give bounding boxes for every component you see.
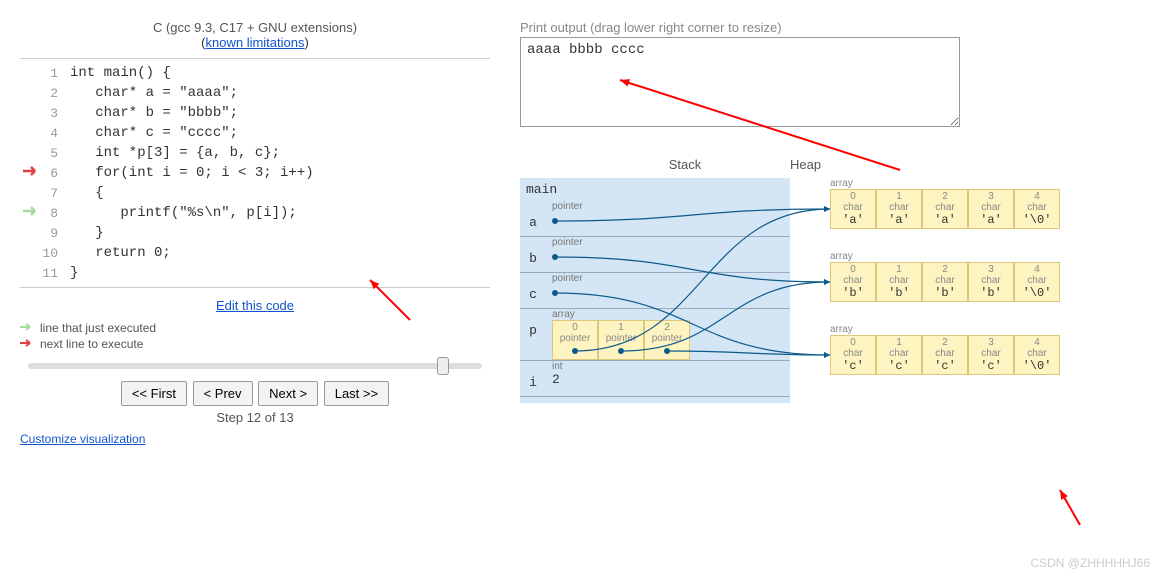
line-number: 4 bbox=[42, 126, 70, 141]
code-text: int main() { bbox=[70, 65, 171, 81]
slider-thumb[interactable] bbox=[437, 357, 449, 375]
code-line: 5 int *p[3] = {a, b, c}; bbox=[20, 143, 490, 163]
line-number: 10 bbox=[42, 246, 70, 261]
language-label: C (gcc 9.3, C17 + GNU extensions) bbox=[20, 20, 490, 35]
legend-next-line: next line to execute bbox=[40, 337, 143, 351]
legend: line that just executed next line to exe… bbox=[20, 321, 490, 351]
code-line: 7 { bbox=[20, 183, 490, 203]
code-line: 8 printf("%s\n", p[i]); bbox=[20, 203, 490, 223]
var-value-cell: pointer bbox=[546, 273, 790, 299]
code-listing: 1int main() {2 char* a = "aaaa";3 char* … bbox=[20, 58, 490, 288]
code-text: for(int i = 0; i < 3; i++) bbox=[70, 165, 314, 181]
code-line: 6 for(int i = 0; i < 3; i++) bbox=[20, 163, 490, 183]
code-text: char* c = "cccc"; bbox=[70, 125, 238, 141]
code-line: 4 char* c = "cccc"; bbox=[20, 123, 490, 143]
code-text: { bbox=[70, 185, 104, 201]
code-pane: C (gcc 9.3, C17 + GNU extensions) (known… bbox=[20, 20, 490, 446]
var-name: p bbox=[520, 309, 546, 338]
code-text: int *p[3] = {a, b, c}; bbox=[70, 145, 280, 161]
var-value-cell: array0pointer1pointer2pointer bbox=[546, 309, 790, 360]
code-line: 3 char* b = "bbbb"; bbox=[20, 103, 490, 123]
stack-var-row: cpointer bbox=[520, 273, 790, 309]
line-number: 7 bbox=[42, 186, 70, 201]
heap-array: array0char'b'1char'b'2char'b'3char'b'4ch… bbox=[830, 251, 1060, 302]
viz-pane: Print output (drag lower right corner to… bbox=[520, 20, 1140, 446]
code-text: char* a = "aaaa"; bbox=[70, 85, 238, 101]
var-name: c bbox=[520, 273, 546, 302]
heap-array: array0char'a'1char'a'2char'a'3char'a'4ch… bbox=[830, 178, 1060, 229]
stack-var-row: iint2 bbox=[520, 361, 790, 397]
code-text: } bbox=[70, 225, 104, 241]
line-number: 3 bbox=[42, 106, 70, 121]
stack-frame: main apointerbpointercpointerparray0poin… bbox=[520, 178, 790, 403]
code-line: 9 } bbox=[20, 223, 490, 243]
exec-arrow-icon bbox=[20, 205, 42, 221]
stack-var-row: parray0pointer1pointer2pointer bbox=[520, 309, 790, 361]
edit-code-link[interactable]: Edit this code bbox=[216, 298, 294, 313]
line-number: 6 bbox=[42, 166, 70, 181]
prev-button[interactable]: < Prev bbox=[193, 381, 253, 406]
step-counter: Step 12 of 13 bbox=[20, 410, 490, 425]
stack-var-row: apointer bbox=[520, 201, 790, 237]
var-name: b bbox=[520, 237, 546, 266]
stack-var-row: bpointer bbox=[520, 237, 790, 273]
legend-just-executed: line that just executed bbox=[40, 321, 156, 335]
step-slider[interactable] bbox=[28, 363, 482, 369]
code-line: 2 char* a = "aaaa"; bbox=[20, 83, 490, 103]
watermark: CSDN @ZHHHHHJ66 bbox=[1030, 556, 1150, 570]
line-number: 1 bbox=[42, 66, 70, 81]
code-text: } bbox=[70, 265, 78, 281]
next-button[interactable]: Next > bbox=[258, 381, 318, 406]
known-limitations-link[interactable]: known limitations bbox=[206, 35, 305, 50]
var-name: a bbox=[520, 201, 546, 230]
memory-viz: main apointerbpointercpointerparray0poin… bbox=[520, 178, 1140, 403]
output-box[interactable]: aaaa bbbb cccc bbox=[520, 37, 960, 127]
exec-arrow-icon bbox=[20, 165, 42, 181]
first-button[interactable]: << First bbox=[121, 381, 187, 406]
code-text: printf("%s\n", p[i]); bbox=[70, 205, 297, 221]
line-number: 2 bbox=[42, 86, 70, 101]
green-arrow-icon bbox=[20, 321, 36, 335]
heap-region: array0char'a'1char'a'2char'a'3char'a'4ch… bbox=[830, 178, 1060, 397]
code-line: 1int main() { bbox=[20, 63, 490, 83]
last-button[interactable]: Last >> bbox=[324, 381, 389, 406]
line-number: 9 bbox=[42, 226, 70, 241]
heap-array: array0char'c'1char'c'2char'c'3char'c'4ch… bbox=[830, 324, 1060, 375]
line-number: 11 bbox=[42, 266, 70, 281]
code-line: 10 return 0; bbox=[20, 243, 490, 263]
code-text: char* b = "bbbb"; bbox=[70, 105, 238, 121]
var-name: i bbox=[520, 361, 546, 390]
var-value-cell: pointer bbox=[546, 201, 790, 227]
code-text: return 0; bbox=[70, 245, 171, 261]
line-number: 5 bbox=[42, 146, 70, 161]
var-value-cell: pointer bbox=[546, 237, 790, 263]
stack-column-label: Stack bbox=[520, 157, 790, 172]
output-label: Print output (drag lower right corner to… bbox=[520, 20, 1140, 35]
frame-name: main bbox=[520, 178, 790, 201]
red-arrow-icon bbox=[20, 337, 36, 351]
code-line: 11} bbox=[20, 263, 490, 283]
customize-viz-link[interactable]: Customize visualization bbox=[20, 432, 145, 446]
heap-column-label: Heap bbox=[790, 157, 821, 172]
line-number: 8 bbox=[42, 206, 70, 221]
var-value-cell: int2 bbox=[546, 361, 790, 387]
